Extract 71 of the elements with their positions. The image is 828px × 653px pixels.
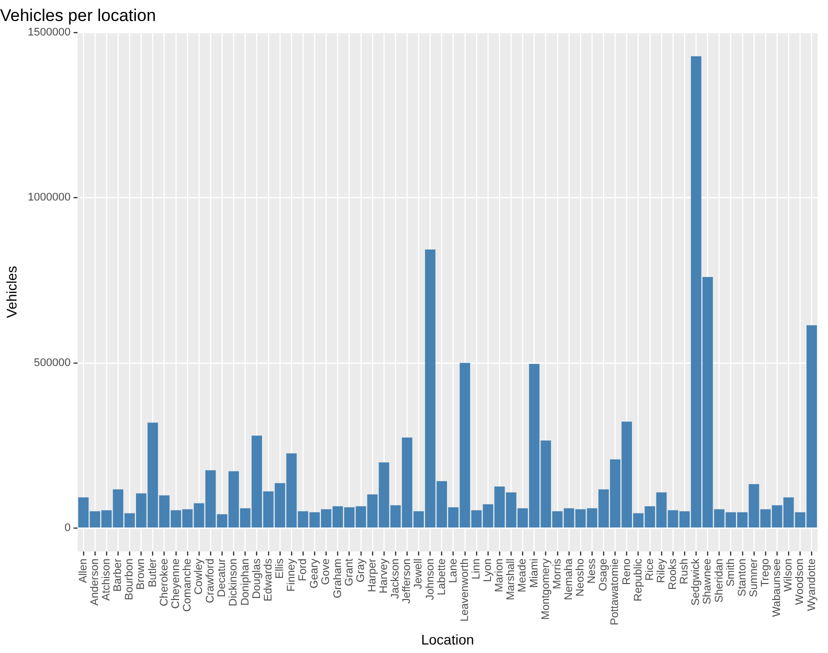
x-tick-label: Sheridan — [713, 558, 726, 603]
x-tick-label: Barber — [112, 558, 124, 592]
x-tick-label: Cheyenne — [170, 558, 182, 609]
x-tick-label: Bourbon — [124, 558, 136, 600]
y-tick-label: 1000000 — [28, 192, 71, 204]
x-tick-label: Wyandotte — [806, 558, 818, 612]
x-tick-label: Meade — [516, 558, 529, 592]
x-tick-label: Lyon — [482, 558, 494, 582]
y-axis-title: Vehicles — [3, 266, 20, 318]
x-tick-label: Montgomery — [540, 558, 552, 620]
x-tick-label: Sumner — [748, 558, 760, 598]
x-tick-label: Harvey — [378, 558, 390, 594]
x-tick-label: Edwards — [262, 558, 274, 602]
x-tick-label: Cherokee — [158, 558, 170, 606]
x-tick-label: Reno — [620, 558, 633, 585]
x-tick-label: Rice — [644, 558, 656, 581]
x-tick-label: Ellis — [274, 558, 286, 579]
x-tick-label: Wabaunsee — [771, 558, 784, 617]
x-tick-label: Allen — [77, 558, 90, 584]
x-tick-label: Linn — [470, 558, 482, 580]
x-tick-label: Anderson — [88, 558, 101, 606]
x-tick-label: Graham — [332, 558, 344, 598]
x-tick-label: Republic — [632, 558, 644, 602]
x-tick-label: Rooks — [667, 558, 680, 590]
y-tick-label: 0 — [64, 522, 71, 534]
x-tick-label: Marshall — [505, 558, 518, 600]
x-tick-label: Crawford — [204, 558, 217, 604]
x-tick-label: Grant — [343, 558, 356, 586]
x-tick-label: Woodson — [794, 558, 806, 605]
x-tick-label: Sedgwick — [690, 558, 702, 606]
x-tick-label: Wilson — [782, 558, 795, 592]
x-tick-label: Labette — [436, 558, 448, 596]
x-tick-label: Rush — [678, 558, 691, 584]
x-tick-label: Miami — [528, 558, 540, 588]
y-tick-label: 1500000 — [28, 26, 71, 38]
x-tick-label: Ford — [297, 558, 310, 582]
x-tick-label: Atchison — [100, 558, 113, 601]
x-tick-label: Butler — [146, 558, 159, 588]
x-tick-label: Neosho — [574, 558, 587, 596]
x-tick-label: Finney — [286, 558, 298, 592]
x-axis-title: Location — [421, 631, 474, 648]
x-tick-label: Jackson — [390, 558, 402, 599]
x-tick-label: Lane — [447, 558, 460, 584]
x-tick-label: Ness — [586, 558, 598, 584]
x-tick-label: Gove — [320, 558, 332, 585]
x-tick-label: Osage — [598, 558, 610, 591]
x-tick-label: Pottawatomie — [609, 558, 622, 626]
x-tick-label: Brown — [135, 558, 148, 590]
x-tick-label: Shawnee — [702, 558, 714, 604]
x-tick-label: Riley — [655, 558, 668, 584]
x-tick-label: Leavenworth — [458, 558, 471, 622]
x-tick-label: Trego — [760, 558, 772, 587]
x-tick-label: Geary — [308, 558, 321, 589]
x-tick-label: Jewell — [412, 558, 425, 590]
x-tick-label: Douglas — [250, 558, 263, 599]
x-tick-label: Smith — [724, 558, 737, 587]
chart-title: Vehicles per location — [0, 6, 156, 25]
x-tick-label: Cowley — [193, 558, 206, 595]
x-tick-label: Doniphan — [239, 558, 252, 606]
x-tick-label: Gray — [354, 558, 367, 582]
x-tick-label: Morris — [551, 558, 564, 590]
x-tick-label: Jefferson — [401, 558, 414, 604]
y-tick-label: 500000 — [34, 356, 71, 369]
x-tick-label: Nemaha — [562, 558, 575, 600]
x-tick-label: Marion — [494, 558, 506, 592]
x-tick-label: Stanton — [736, 558, 748, 596]
x-tick-label: Comanche — [181, 558, 194, 612]
x-tick-label: Dickinson — [228, 558, 240, 606]
x-tick-label: Decatur — [216, 558, 228, 598]
x-tick-label: Harper — [366, 558, 378, 592]
x-tick-label: Johnson — [424, 558, 436, 600]
